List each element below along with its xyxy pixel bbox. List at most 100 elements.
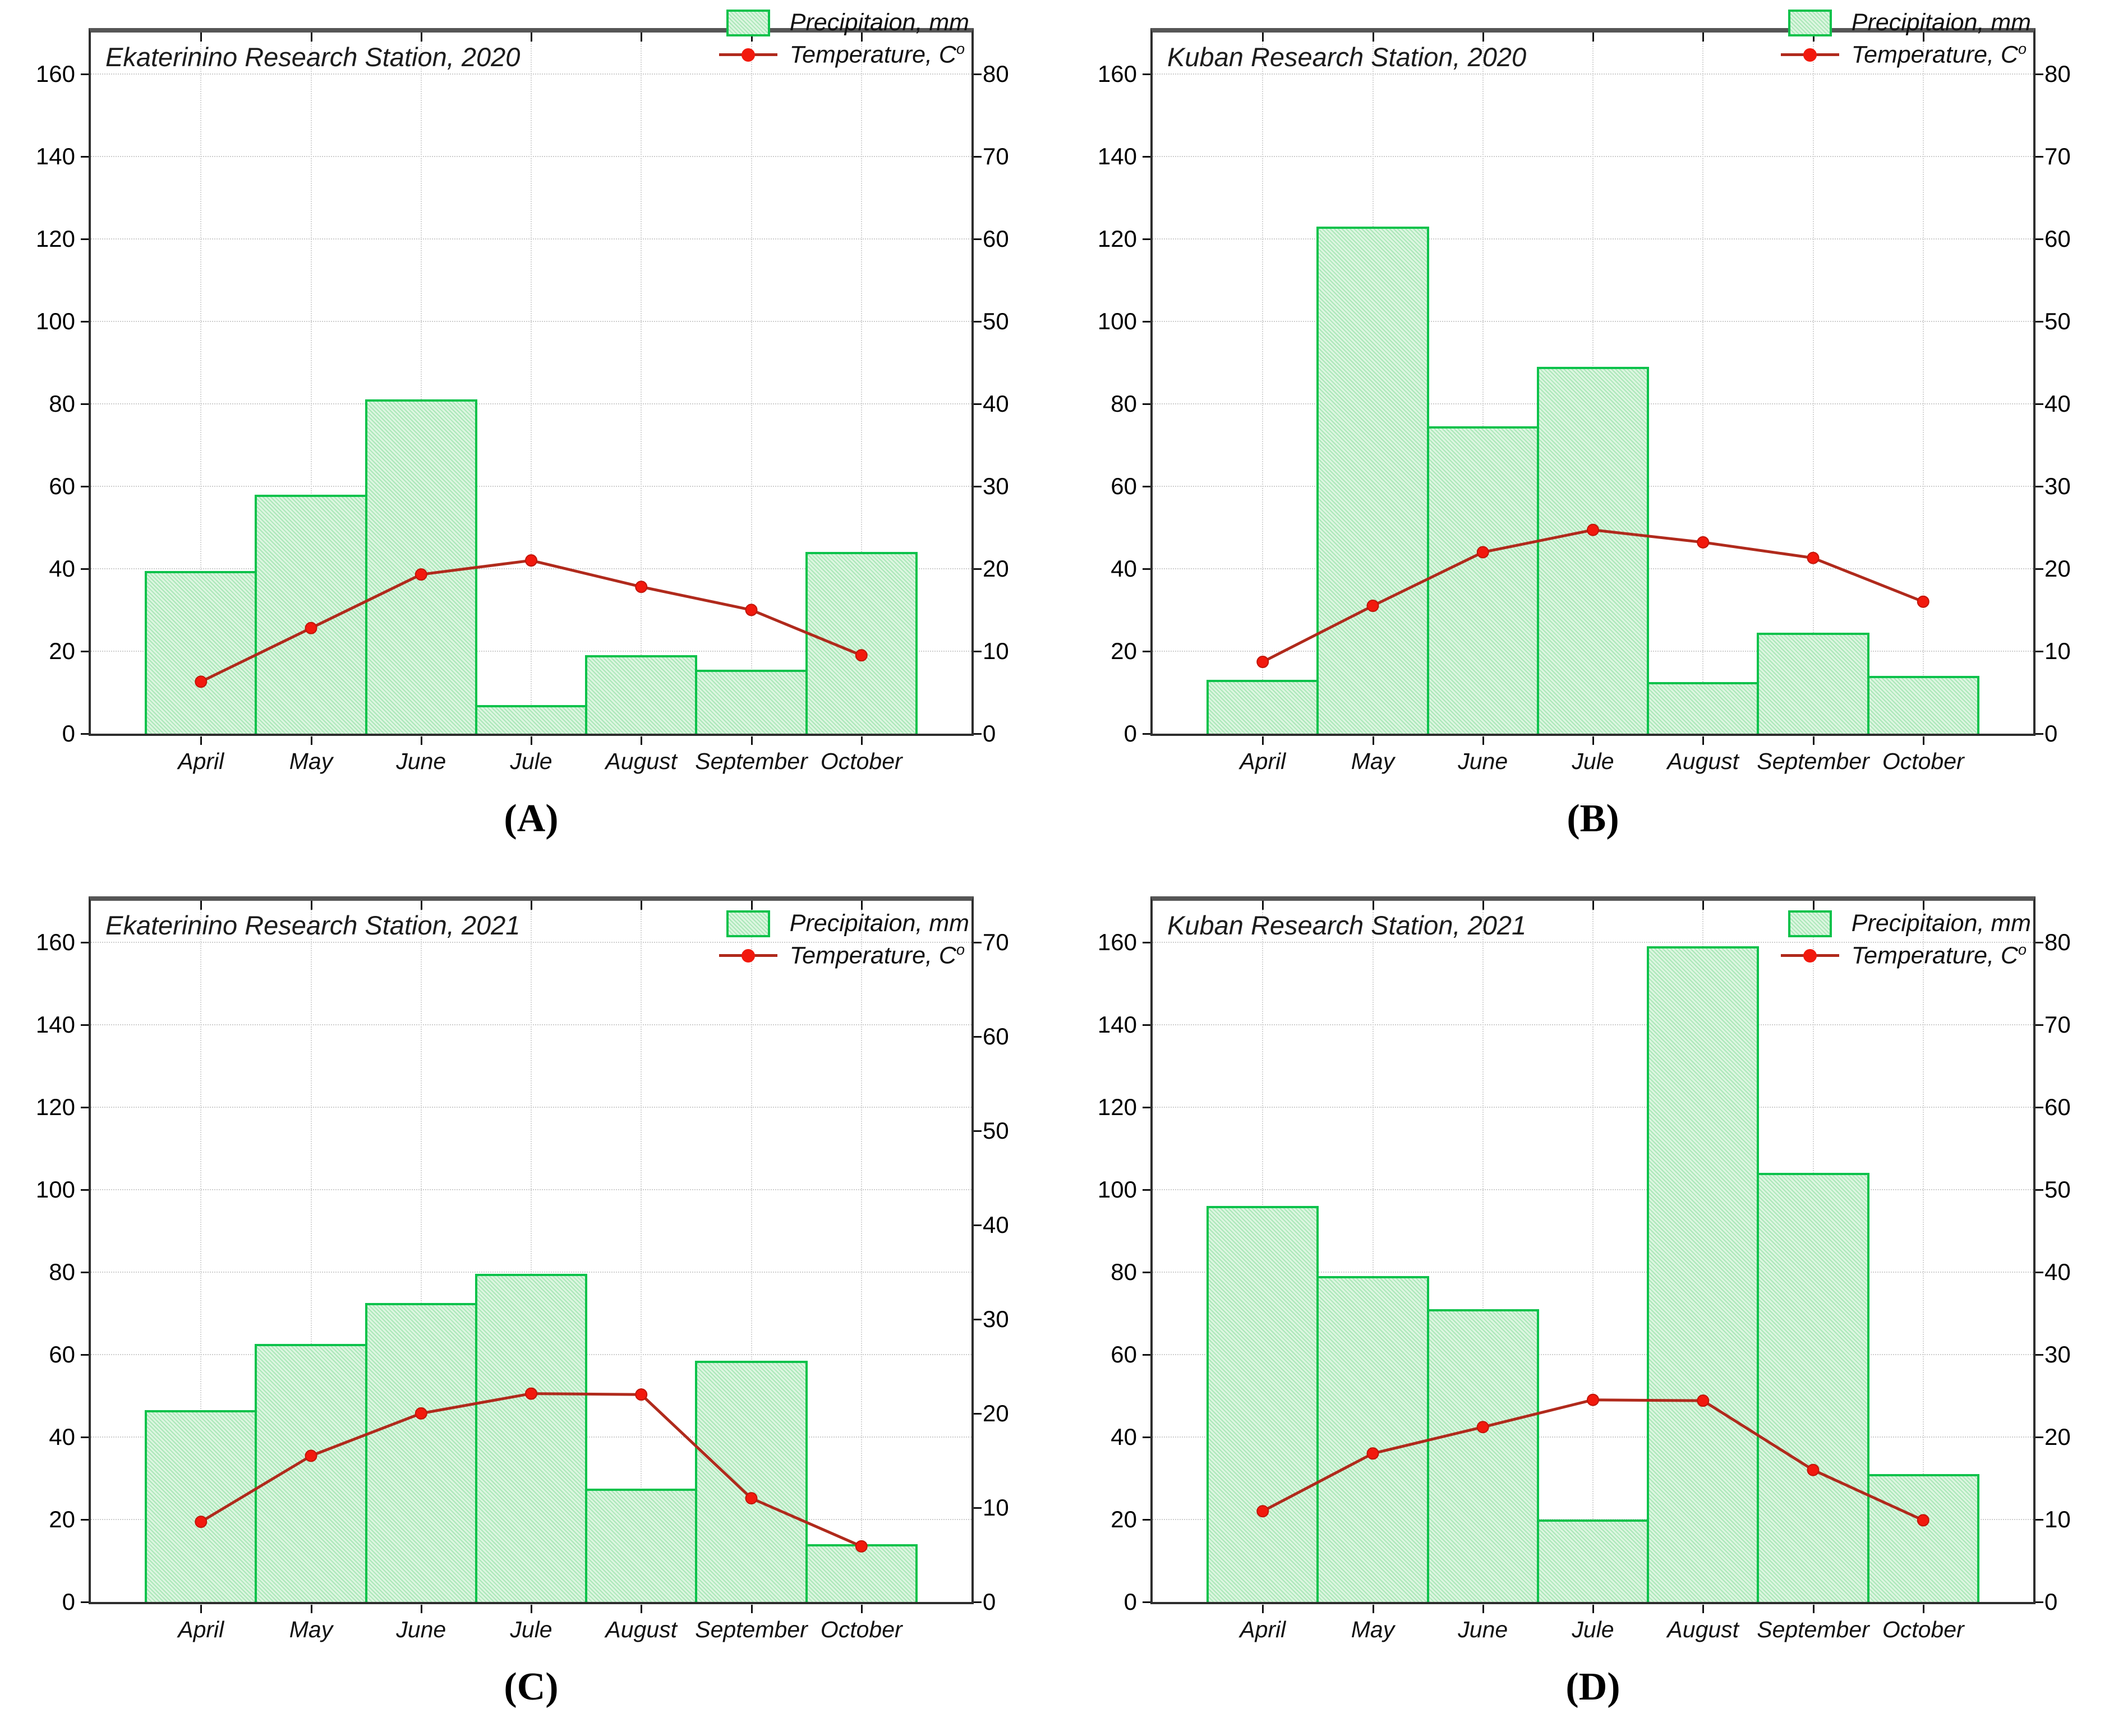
left-axis-label: 100 xyxy=(35,1176,75,1203)
panel-caption: (A) xyxy=(504,797,559,840)
gridline-vertical xyxy=(531,33,532,734)
x-tick-label: September xyxy=(695,748,808,774)
bottom-axis-tick xyxy=(1372,1605,1374,1613)
left-axis-tick xyxy=(81,320,89,323)
right-axis-tick xyxy=(974,403,982,405)
top-axis-tick xyxy=(1702,901,1705,910)
precipitation-bar xyxy=(1757,1173,1869,1602)
temperature-legend-label: Temperature, Co xyxy=(789,941,965,969)
left-axis-tick xyxy=(81,650,89,652)
right-axis-tick xyxy=(974,1318,982,1320)
bottom-axis-tick xyxy=(860,736,863,745)
top-axis-tick xyxy=(1812,33,1815,42)
temperature-line-swatch-icon xyxy=(719,948,777,963)
left-axis-label: 120 xyxy=(35,1093,75,1120)
precipitation-bar xyxy=(255,1344,367,1602)
precipitation-bar xyxy=(1206,1206,1319,1602)
gridline-vertical xyxy=(1592,901,1594,1602)
x-tick-label: October xyxy=(820,748,902,774)
left-axis-label: 0 xyxy=(62,720,75,747)
right-axis-tick xyxy=(2035,941,2043,943)
right-axis-label: 60 xyxy=(2044,1093,2071,1120)
left-axis-tick xyxy=(81,1106,89,1108)
top-axis-tick xyxy=(531,33,532,42)
top-axis-tick xyxy=(1702,33,1705,42)
legend-item-precipitation: Precipitaion, mm xyxy=(1773,908,2031,940)
top-axis-tick xyxy=(1592,901,1594,910)
legend-swatch-cell xyxy=(711,9,785,36)
top-axis-tick xyxy=(310,33,312,42)
temperature-marker-icon xyxy=(741,948,755,963)
legend-item-precipitation: Precipitaion, mm xyxy=(1773,7,2031,39)
bottom-axis-tick xyxy=(1812,1605,1815,1613)
gridline-vertical xyxy=(860,901,862,1602)
gridline-vertical xyxy=(750,33,752,734)
left-axis-tick xyxy=(81,485,89,487)
left-axis-label: 120 xyxy=(1097,1093,1137,1120)
top-axis-tick xyxy=(1922,901,1924,910)
right-axis-label: 0 xyxy=(2044,720,2058,747)
bottom-axis-tick xyxy=(1812,736,1815,745)
precipitation-bar xyxy=(1536,1519,1650,1602)
x-tick-label: April xyxy=(1240,1617,1286,1642)
left-axis-label: 60 xyxy=(49,1341,75,1367)
x-tick-label: June xyxy=(1458,1617,1508,1642)
right-axis-tick xyxy=(2035,650,2043,652)
right-axis-label: 30 xyxy=(2044,472,2071,499)
right-axis-tick xyxy=(974,238,982,240)
gridline-vertical xyxy=(641,33,642,734)
precipitation-bar xyxy=(255,494,367,734)
x-tick-label: May xyxy=(289,1617,333,1642)
left-axis-tick xyxy=(81,1601,89,1603)
left-axis-label: 40 xyxy=(1111,1423,1137,1450)
right-axis-label: 50 xyxy=(983,1117,1009,1144)
temperature-line-swatch-icon xyxy=(1780,48,1839,62)
x-tick-label: August xyxy=(1667,748,1739,774)
left-axis-label: 60 xyxy=(1111,1341,1137,1367)
bottom-axis-tick xyxy=(420,736,422,745)
x-tick-label: August xyxy=(605,748,678,774)
precipitation-bar xyxy=(1647,682,1760,734)
gridline-vertical xyxy=(641,901,642,1602)
left-axis-label: 60 xyxy=(49,472,75,499)
precipitation-bar xyxy=(145,1410,257,1602)
bottom-axis-tick xyxy=(641,736,643,745)
precipitation-bar xyxy=(1426,1309,1539,1602)
top-axis-tick xyxy=(200,901,202,910)
gridline-vertical xyxy=(1262,33,1264,734)
left-axis-tick xyxy=(1143,650,1150,652)
right-axis-tick xyxy=(2035,1601,2043,1603)
x-tick-label: Jule xyxy=(510,748,552,774)
left-axis-label: 20 xyxy=(1111,637,1137,664)
precipitation-legend-label: Precipitaion, mm xyxy=(1851,910,2031,937)
legend: Precipitaion, mm Temperature, Co xyxy=(1773,7,2031,71)
right-axis-tick xyxy=(2035,1271,2043,1273)
gridline-vertical xyxy=(1922,33,1924,734)
bottom-axis-tick xyxy=(310,736,312,745)
right-axis-tick xyxy=(2035,238,2043,240)
left-axis-tick xyxy=(1143,733,1150,735)
left-axis-tick xyxy=(81,1271,89,1273)
left-axis-tick xyxy=(81,1189,89,1191)
top-axis-tick xyxy=(200,33,202,42)
right-axis-label: 30 xyxy=(983,1305,1009,1332)
plot-area: Ekaterinino Research Station, 2021 Preci… xyxy=(36,896,1009,1642)
right-axis-label: 60 xyxy=(983,1023,1009,1049)
right-axis-tick xyxy=(2035,403,2043,405)
left-axis-label: 120 xyxy=(1097,225,1137,252)
plot-area: Kuban Research Station, 2021 Precipitaio… xyxy=(1098,896,2071,1642)
left-axis-tick xyxy=(1143,155,1150,158)
left-axis-tick xyxy=(81,73,89,75)
right-axis-tick xyxy=(2035,320,2043,323)
left-axis-label: 120 xyxy=(35,225,75,252)
x-tick-label: October xyxy=(820,1617,902,1642)
gridline-vertical xyxy=(310,33,312,734)
legend-swatch-cell xyxy=(1773,48,1847,62)
right-axis-label: 80 xyxy=(2044,928,2071,955)
bottom-axis-tick xyxy=(200,1605,202,1613)
temperature-marker-icon xyxy=(1803,48,1817,62)
precipitation-swatch-icon xyxy=(726,910,770,937)
bottom-axis-tick xyxy=(1702,736,1705,745)
bottom-axis-tick xyxy=(1482,1605,1484,1613)
right-axis-label: 10 xyxy=(983,637,1009,664)
